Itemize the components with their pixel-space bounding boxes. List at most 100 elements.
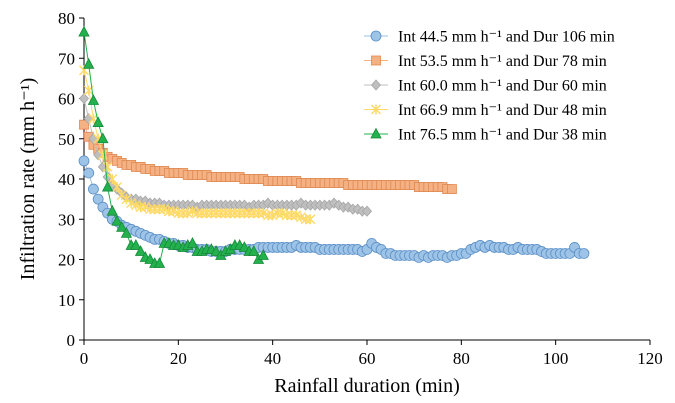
- data-point: [78, 92, 90, 105]
- data-point: [210, 245, 222, 256]
- data-point: [97, 149, 108, 160]
- data-point: [92, 193, 104, 205]
- legend-marker: [371, 104, 381, 115]
- data-point: [173, 208, 184, 219]
- data-point: [229, 208, 240, 219]
- data-point: [78, 25, 90, 37]
- data-point: [120, 226, 133, 238]
- legend-label: Int 66.9 mm h⁻¹ and Dur 48 min: [398, 102, 607, 119]
- data-point: [578, 248, 590, 259]
- data-point: [239, 208, 250, 219]
- legend-item: Int 44.5 mm h⁻¹ and Dur 106 min: [364, 29, 615, 46]
- data-point: [106, 204, 118, 216]
- x-tick-label: 20: [170, 349, 187, 368]
- data-point: [130, 239, 142, 250]
- legend-item: Int 60.0 mm h⁻¹ and Dur 60 min: [364, 78, 607, 95]
- x-tick-label: 0: [80, 349, 89, 368]
- y-tick-label: 0: [67, 331, 76, 350]
- data-point: [248, 208, 259, 219]
- y-tick-label: 50: [58, 130, 75, 149]
- legend-marker: [370, 30, 382, 42]
- x-tick-label: 40: [264, 349, 281, 368]
- legend-label: Int 60.0 mm h⁻¹ and Dur 60 min: [398, 78, 607, 95]
- data-point: [153, 257, 166, 268]
- y-tick-label: 70: [58, 49, 75, 68]
- data-point: [192, 208, 203, 219]
- legend-label: Int 76.5 mm h⁻¹ and Dur 38 min: [398, 127, 607, 144]
- x-tick-label: 120: [637, 349, 663, 368]
- data-point: [215, 208, 226, 219]
- legend-label: Int 53.5 mm h⁻¹ and Dur 78 min: [398, 53, 607, 70]
- data-point: [272, 208, 283, 219]
- y-tick-label: 80: [58, 9, 75, 28]
- data-series: [78, 25, 590, 268]
- data-point: [206, 208, 217, 219]
- data-point: [154, 204, 165, 215]
- data-point: [225, 208, 236, 219]
- x-tick-label: 60: [359, 349, 376, 368]
- data-point: [253, 208, 264, 219]
- series-2: [79, 119, 457, 194]
- data-point: [88, 183, 99, 195]
- data-point: [78, 155, 90, 167]
- data-point: [286, 210, 297, 221]
- legend-marker: [370, 127, 382, 139]
- data-point: [112, 182, 123, 193]
- data-point: [101, 180, 114, 192]
- data-point: [87, 94, 100, 105]
- data-point: [234, 208, 245, 219]
- data-point: [196, 208, 207, 219]
- legend-item: Int 76.5 mm h⁻¹ and Dur 38 min: [364, 127, 607, 144]
- series-5: [78, 25, 269, 268]
- data-point: [111, 214, 123, 226]
- data-point: [163, 206, 174, 217]
- data-point: [300, 214, 311, 225]
- data-point: [149, 204, 160, 215]
- data-point: [92, 116, 104, 128]
- y-tick-label: 40: [58, 170, 75, 189]
- series-3: [78, 92, 373, 217]
- series-4: [79, 65, 316, 225]
- data-point: [144, 253, 156, 264]
- data-point: [238, 241, 251, 252]
- data-point: [186, 237, 199, 248]
- x-axis-title: Rainfall duration (min): [274, 375, 460, 397]
- data-point: [107, 174, 118, 184]
- data-point: [257, 249, 269, 260]
- series-line: [83, 70, 311, 220]
- data-point: [97, 132, 109, 144]
- legend-item: Int 66.9 mm h⁻¹ and Dur 48 min: [364, 102, 607, 119]
- data-point: [79, 119, 89, 130]
- data-point: [135, 202, 146, 213]
- data-point: [281, 210, 292, 221]
- legend-item: Int 53.5 mm h⁻¹ and Dur 78 min: [364, 53, 607, 70]
- data-point: [446, 184, 457, 194]
- data-point: [201, 208, 212, 219]
- series-line: [83, 32, 264, 265]
- legend-marker: [371, 55, 381, 66]
- data-point: [262, 210, 273, 221]
- data-point: [102, 161, 113, 172]
- data-point: [244, 208, 255, 219]
- y-tick-label: 30: [58, 210, 75, 229]
- legend-marker: [370, 79, 382, 91]
- y-axis-title: Infiltration rate (mm h⁻¹): [17, 78, 39, 281]
- data-point: [361, 205, 373, 217]
- y-tick-label: 20: [58, 251, 75, 270]
- data-point: [220, 208, 231, 219]
- y-tick-label: 60: [58, 90, 75, 109]
- data-point: [305, 214, 316, 225]
- x-tick-label: 100: [543, 349, 569, 368]
- legend: Int 44.5 mm h⁻¹ and Dur 106 min Int 53.5 …: [364, 29, 615, 144]
- legend-label: Int 44.5 mm h⁻¹ and Dur 106 min: [398, 29, 615, 46]
- data-point: [248, 245, 260, 256]
- data-point: [211, 208, 222, 219]
- axes: 0 10 20 30 40 50 60 70 80 0 20 40 60 80 100 120: [58, 9, 663, 368]
- y-tick-label: 10: [58, 291, 75, 310]
- data-point: [178, 208, 189, 219]
- data-point: [116, 220, 128, 232]
- data-point: [145, 204, 156, 215]
- data-point: [134, 245, 147, 256]
